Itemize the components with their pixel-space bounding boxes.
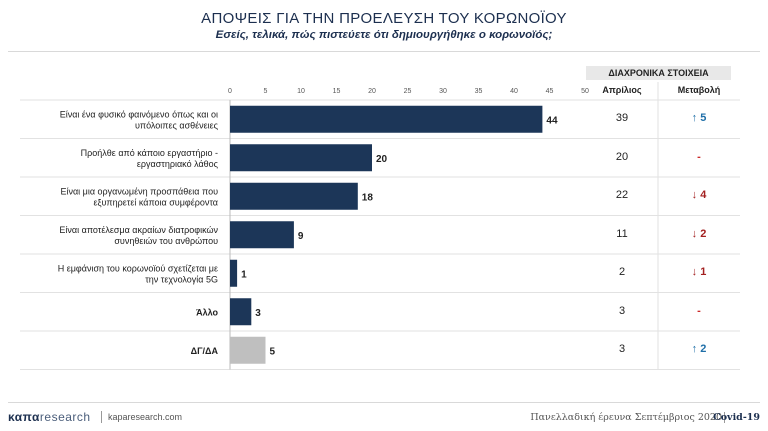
april-value: 3 bbox=[618, 343, 626, 356]
category-label: Προήλθε από κάποιο εργαστήριο -εργαστηρι… bbox=[81, 148, 219, 169]
bar-value-label: 3 bbox=[255, 308, 261, 319]
category-label: Είναι αποτέλεσμα ακραίων διατροφικών συνη… bbox=[59, 225, 218, 246]
change-value: - bbox=[697, 150, 701, 163]
bar bbox=[230, 144, 372, 172]
category-label: Είναι ένα φυσικό φαινόμενο όπως και οι υπ… bbox=[60, 109, 219, 130]
april-value: 22 bbox=[615, 189, 629, 202]
april-value: 39 bbox=[615, 112, 629, 125]
top-divider bbox=[8, 51, 760, 52]
bar bbox=[230, 259, 238, 287]
column-header-change: Μεταβολή bbox=[677, 85, 721, 95]
x-tick-label: 30 bbox=[439, 88, 447, 95]
x-tick-label: 40 bbox=[510, 88, 518, 95]
april-value: 20 bbox=[615, 150, 629, 163]
bar bbox=[230, 105, 543, 133]
category-label: Είναι μια οργανωμένη προσπάθεια που εξυπη… bbox=[60, 186, 218, 207]
category-label: Άλλο bbox=[196, 307, 218, 317]
bar bbox=[230, 221, 294, 249]
bar-value-label: 20 bbox=[376, 154, 388, 165]
kapa-research-logo: καπαresearch bbox=[8, 410, 91, 424]
bar-value-label: 9 bbox=[298, 231, 304, 242]
footer-separator bbox=[101, 411, 102, 423]
bottom-divider bbox=[8, 402, 760, 403]
footer-separator-2 bbox=[724, 412, 725, 423]
x-tick-label: 0 bbox=[228, 88, 232, 95]
april-value: 2 bbox=[618, 266, 626, 279]
bar bbox=[230, 182, 358, 210]
chart-title: ΑΠΟΨΕΙΣ ΓΙΑ ΤΗΝ ΠΡΟΕΛΕΥΣΗ ΤΟΥ ΚΟΡΩΝΟΪΟΥ bbox=[201, 10, 567, 27]
x-tick-label: 45 bbox=[546, 88, 554, 95]
april-value: 11 bbox=[616, 227, 628, 240]
chart-subtitle: Εσείς, τελικά, πώς πιστεύετε ότι δημιουρ… bbox=[215, 29, 553, 41]
bar-value-label: 1 bbox=[241, 269, 247, 280]
bar-value-label: 5 bbox=[270, 346, 276, 357]
bar-value-label: 18 bbox=[362, 192, 374, 203]
bar bbox=[230, 298, 252, 326]
change-value: ↓ 1 bbox=[691, 266, 707, 279]
x-tick-label: 20 bbox=[368, 88, 376, 95]
x-tick-label: 10 bbox=[297, 88, 305, 95]
footer-covid-tag: Covid-19 bbox=[713, 412, 760, 423]
bar bbox=[230, 336, 266, 364]
change-value: ↓ 2 bbox=[691, 227, 707, 240]
change-value: ↑ 2 bbox=[691, 343, 707, 356]
x-tick-label: 50 bbox=[581, 88, 589, 95]
change-value: - bbox=[697, 304, 701, 317]
logo-text-research: research bbox=[39, 410, 91, 424]
logo-text-kapa: καπα bbox=[8, 410, 40, 424]
category-label: Η εμφάνιση του κορωνοϊού σχετίζεται με τη… bbox=[58, 263, 218, 284]
category-label: ΔΓ/ΔΑ bbox=[191, 346, 219, 356]
column-header-april: Απρίλιος bbox=[602, 85, 642, 95]
change-value: ↓ 4 bbox=[691, 189, 707, 202]
x-tick-label: 25 bbox=[404, 88, 412, 95]
change-value: ↑ 5 bbox=[691, 112, 707, 125]
x-tick-label: 35 bbox=[475, 88, 483, 95]
footer-survey-label: Πανελλαδική έρευνα Σεπτέμβριος 2020 bbox=[530, 412, 722, 423]
comparison-header: ΔΙΑΧΡΟΝΙΚΑ ΣΤΟΙΧΕΙΑ bbox=[586, 66, 731, 80]
x-tick-label: 5 bbox=[264, 88, 268, 95]
x-tick-label: 15 bbox=[333, 88, 341, 95]
april-value: 3 bbox=[618, 304, 626, 317]
footer-url: kaparesearch.com bbox=[108, 412, 183, 422]
bar-value-label: 44 bbox=[546, 115, 558, 126]
